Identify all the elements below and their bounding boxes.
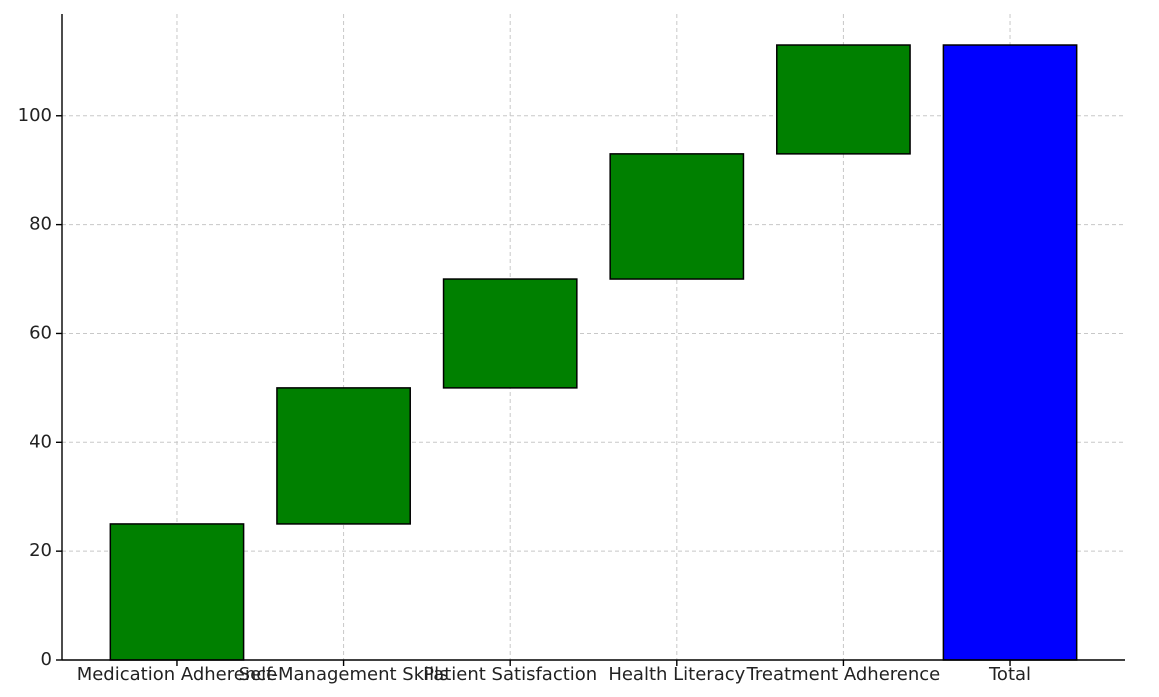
bar	[109, 523, 245, 661]
bar	[942, 44, 1078, 661]
x-tick-label: Patient Satisfaction	[423, 664, 597, 685]
bar	[442, 278, 578, 389]
bar	[776, 44, 911, 155]
y-tick-label: 60	[29, 322, 52, 343]
y-tick-label: 100	[18, 105, 52, 126]
y-tick-label: 40	[29, 431, 52, 452]
bar	[276, 387, 411, 525]
y-tick-label: 80	[29, 214, 52, 235]
x-tick-label: Treatment Adherence	[746, 664, 941, 685]
y-tick-label: 20	[29, 540, 52, 561]
x-tick-label: Total	[988, 664, 1031, 685]
x-tick-label: Self-Management Skills	[239, 664, 449, 685]
bar	[609, 153, 745, 280]
x-tick-label: Health Literacy	[608, 664, 745, 685]
y-tick-label: 0	[41, 649, 52, 670]
x-tick-label: Medication Adherence	[77, 664, 278, 685]
